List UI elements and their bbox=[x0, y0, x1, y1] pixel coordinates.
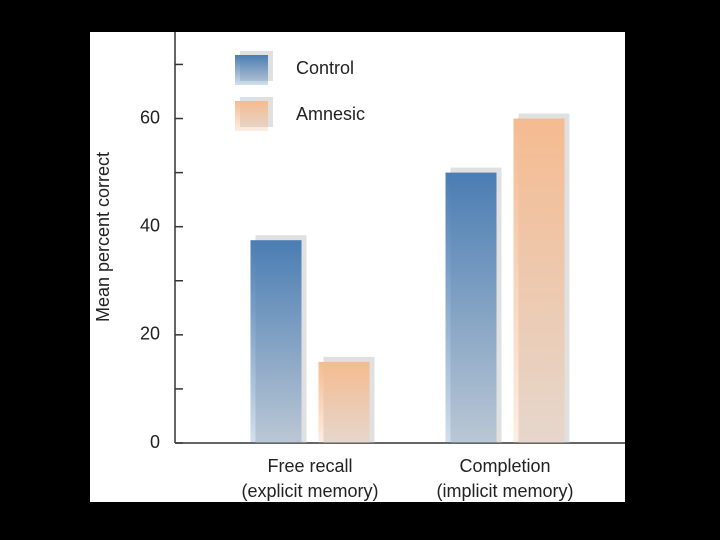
x-tick-label: Free recall bbox=[267, 456, 352, 476]
bar bbox=[250, 240, 302, 443]
bar bbox=[445, 172, 497, 443]
x-tick-label: Completion bbox=[459, 456, 550, 476]
legend-label: Control bbox=[296, 58, 354, 78]
legend-swatch bbox=[235, 55, 268, 85]
y-tick-label: 60 bbox=[140, 107, 160, 127]
x-tick-note: (implicit memory) bbox=[437, 481, 574, 501]
y-axis-label: Mean percent correct bbox=[93, 152, 113, 322]
legend-label: Amnesic bbox=[296, 104, 365, 124]
y-tick-label: 40 bbox=[140, 215, 160, 235]
bar bbox=[513, 118, 565, 444]
bar bbox=[318, 361, 370, 443]
legend-swatch bbox=[235, 101, 268, 131]
y-tick-label: 0 bbox=[150, 432, 160, 452]
x-tick-note: (explicit memory) bbox=[241, 481, 378, 501]
y-tick-label: 20 bbox=[140, 324, 160, 344]
